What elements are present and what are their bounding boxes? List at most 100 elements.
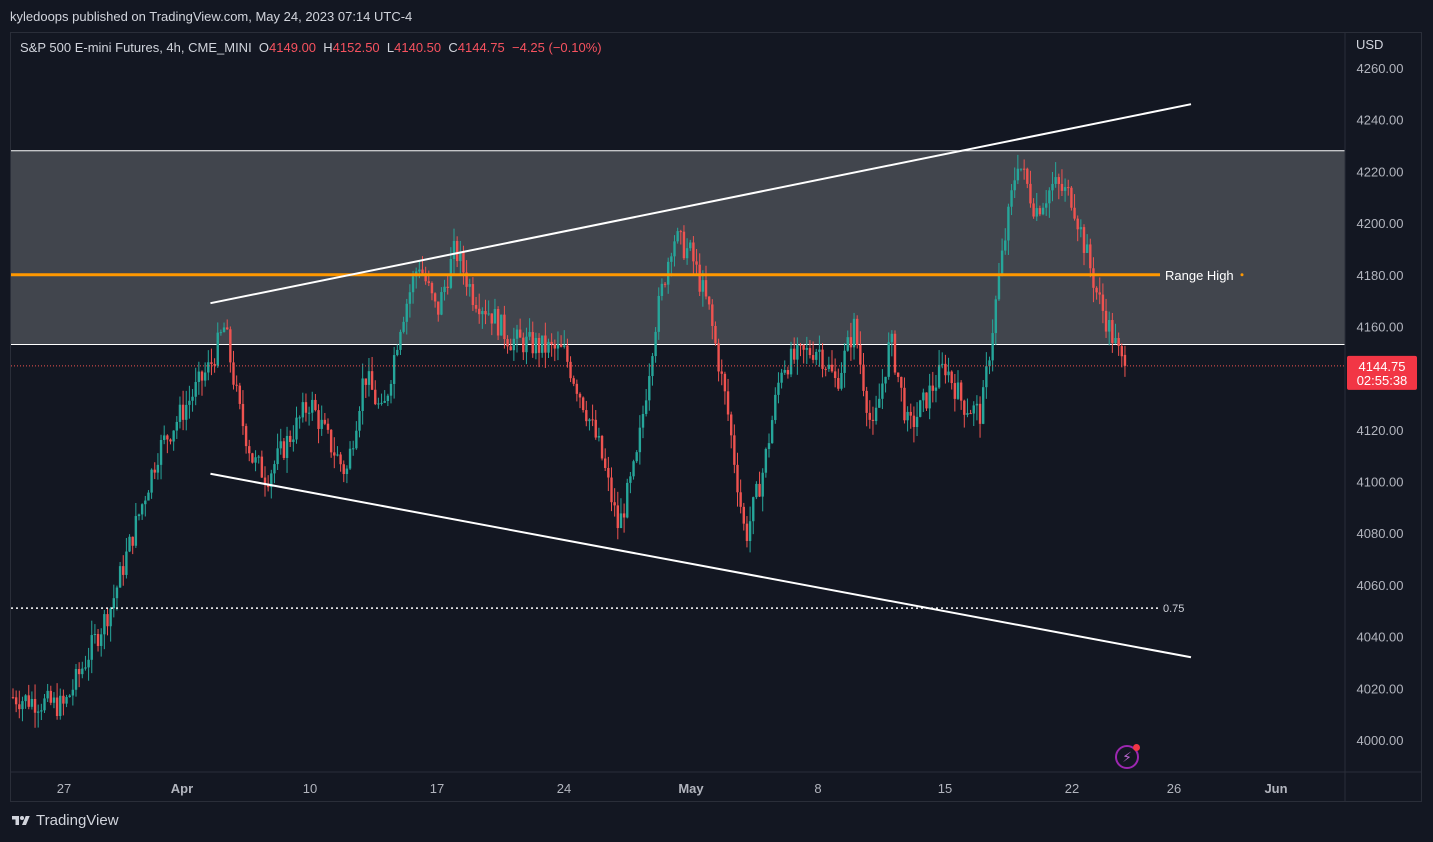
candle-body [377,403,380,405]
candle-body [553,344,556,349]
flash-icon[interactable]: ⚡ [1115,744,1140,769]
candle-body [896,372,900,377]
candle-body [30,698,34,707]
candle-body [884,376,887,384]
candle-body [512,338,516,351]
candle-body [364,378,367,385]
candle-body [396,349,399,356]
candle-body [534,337,538,354]
candle-body [849,337,853,348]
candle-body [925,392,928,409]
candle-body [156,464,160,473]
candle-body [153,469,156,473]
candle-body [49,690,52,703]
change-value: −4.25 (−0.10%) [512,40,602,55]
candle-body [270,473,273,488]
candle-body [752,497,755,522]
candle-body [1114,338,1117,343]
candle-body [307,412,311,414]
candle-body [301,402,304,418]
price-tick-label: 4020.00 [1357,681,1404,696]
candle-body [263,477,267,484]
candle-body [941,363,944,365]
candle-body [837,378,840,389]
candle-body [531,332,534,354]
candle-body [550,341,553,345]
range-high-marker [1240,273,1244,277]
candle-body [197,371,201,382]
candle-body [1019,168,1023,170]
high-value: 4152.50 [332,40,380,55]
candle-body [389,383,393,396]
candle-body [1073,207,1076,219]
candle-body [358,411,361,431]
candle-body [515,329,519,339]
publisher-text: kyledoops published on TradingView.com, … [10,9,413,24]
candle-body [509,346,512,351]
candle-body [1076,218,1079,230]
candle-body [783,370,786,373]
candle-body [748,521,752,542]
candle-body [33,698,37,713]
candle-body [370,371,374,390]
price-tick-label: 4160.00 [1357,319,1404,334]
candle-body [909,411,912,416]
candle-body [172,430,175,442]
chart-frame[interactable] [10,32,1422,802]
publisher-bar: kyledoops published on TradingView.com, … [0,0,1433,32]
candle-body [386,395,390,402]
candle-body [915,416,919,428]
candle-body [569,361,572,379]
footer-brand-text: TradingView [36,812,119,829]
candle-body [852,318,856,348]
candle-body [323,419,327,424]
candle-body [1035,208,1038,217]
candle-body [339,454,342,465]
candle-body [96,634,100,646]
candle-body [455,240,459,262]
candle-body [285,435,289,458]
candle-body [402,321,405,332]
currency-label[interactable]: USD [1356,37,1384,52]
candle-body [14,697,18,705]
candle-body [427,281,430,283]
candle-body [528,332,531,337]
close-value: 4144.75 [457,40,505,55]
candle-body [1013,180,1016,191]
candle-body [581,397,585,411]
candle-body [689,242,692,249]
candle-body [767,443,771,450]
candle-body [380,402,383,404]
candle-body [953,383,957,399]
candle-body [824,368,827,370]
candle-body [1104,310,1108,332]
candle-body [84,667,87,669]
candle-body [131,536,134,546]
candle-body [1092,268,1095,288]
candle-body [122,566,125,575]
candle-body [24,695,27,702]
footer-brand[interactable]: TradingView [10,812,119,829]
tradingview-logo-icon [12,815,30,825]
candle-body [726,391,730,415]
candle-body [972,405,975,414]
candle-body [77,669,81,675]
candle-body [622,513,626,518]
candle-body [37,711,40,713]
candle-body [660,283,664,296]
candle-body [352,448,355,450]
candle-body [1123,354,1127,366]
candle-body [1000,250,1004,275]
candle-body [251,453,254,463]
candle-body [304,402,308,413]
candle-body [673,241,676,257]
candle-body [1022,168,1026,170]
candle-body [739,492,742,507]
candle-body [559,344,563,347]
time-tick-label: May [678,781,704,796]
candle-body [865,390,868,413]
time-tick-label: 26 [1167,781,1181,796]
candle-body [103,614,106,635]
candle-body [147,492,150,501]
